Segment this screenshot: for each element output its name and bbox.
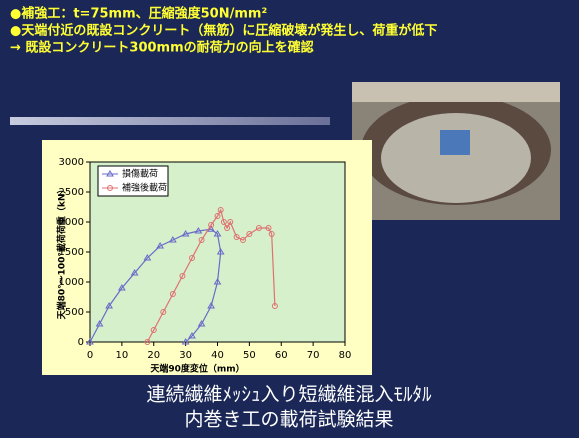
- marker: [213, 230, 222, 237]
- y-tick-label: 2000: [59, 217, 84, 228]
- marker: [246, 231, 253, 237]
- marker: [189, 255, 195, 261]
- x-axis-label: 天端90度変位（mm）: [150, 363, 244, 375]
- marker: [169, 291, 176, 297]
- marker: [233, 234, 240, 240]
- x-tick-label: 30: [179, 350, 192, 361]
- marker: [181, 230, 190, 237]
- marker: [150, 327, 157, 333]
- photo: [352, 82, 560, 220]
- x-tick-label: 60: [275, 350, 288, 361]
- marker: [105, 302, 114, 309]
- marker: [117, 284, 126, 291]
- marker: [188, 332, 196, 339]
- marker: [197, 320, 206, 327]
- y-tick-label: 500: [65, 307, 84, 318]
- marker: [160, 309, 167, 315]
- chart: 0 500 1000 1500 2000 2500 3000 0 10 20 30 40 50 60 70 8…: [56, 157, 352, 375]
- marker: [220, 219, 227, 225]
- marker: [268, 231, 275, 237]
- caption: 連続繊維ﾒｯｼｭ入り短繊維混入ﾓﾙﾀﾙ: [146, 384, 432, 406]
- x-tick-label: 80: [339, 350, 352, 361]
- x-tick-label: 0: [87, 350, 93, 361]
- y-tick-label: 1000: [59, 277, 84, 288]
- marker: [227, 219, 234, 225]
- marker: [207, 225, 216, 232]
- marker: [107, 185, 113, 191]
- legend-label: 損傷載荷: [122, 168, 158, 180]
- marker: [216, 248, 225, 255]
- marker: [198, 237, 205, 243]
- x-tick-label: 40: [211, 350, 224, 361]
- marker: [213, 278, 222, 285]
- series-line: [89, 228, 222, 343]
- marker: [265, 225, 272, 231]
- marker: [168, 236, 177, 243]
- y-axis-label: 天端80°～100°載荷荷重（kN）: [56, 185, 68, 320]
- bullet-line: ●補強工：t=75mm、圧縮強度50N/mm²: [10, 6, 267, 22]
- marker: [255, 225, 262, 231]
- x-tick-label: 20: [147, 350, 160, 361]
- marker: [208, 222, 215, 228]
- bullet-line: ●天端付近の既設コンクリート（無筋）に圧縮破壊が発生し、荷重が低下: [10, 23, 437, 39]
- divider-bar: [10, 117, 330, 125]
- marker: [156, 242, 165, 249]
- marker: [240, 237, 246, 243]
- marker: [106, 170, 114, 177]
- marker: [144, 339, 151, 345]
- bullet-line: → 既設コンクリート300mmの耐荷力の向上を確認: [10, 40, 314, 56]
- marker: [143, 254, 152, 261]
- marker: [271, 303, 278, 309]
- y-tick-label: 2500: [59, 187, 84, 198]
- marker: [194, 227, 203, 234]
- y-tick-label: 3000: [59, 157, 84, 168]
- y-tick-label: 1500: [59, 247, 84, 258]
- marker: [130, 269, 139, 276]
- marker: [224, 225, 231, 231]
- y-tick-label: 0: [78, 337, 84, 348]
- x-tick-label: 10: [116, 350, 129, 361]
- marker: [207, 302, 216, 309]
- caption: 内巻き工の載荷試験結果: [184, 409, 393, 431]
- legend-label: 補強後載荷: [122, 182, 167, 194]
- x-tick-label: 50: [243, 350, 256, 361]
- series-line: [146, 208, 276, 343]
- marker: [95, 320, 104, 327]
- marker: [86, 338, 94, 345]
- marker: [181, 338, 190, 345]
- x-tick-label: 70: [307, 350, 320, 361]
- marker: [179, 273, 186, 279]
- marker: [214, 213, 221, 219]
- marker: [217, 207, 224, 213]
